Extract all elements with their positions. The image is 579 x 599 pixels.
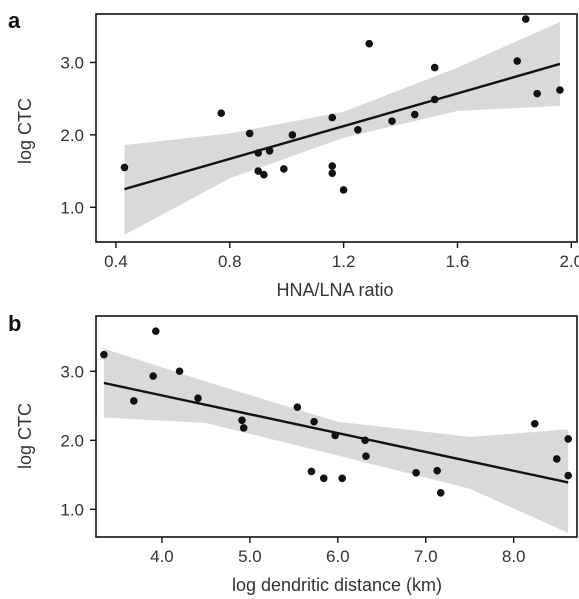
- panel-b-data-point: [307, 467, 316, 476]
- panel-a-data-point: [328, 113, 337, 122]
- panel-a-data-point: [410, 110, 419, 119]
- panel-a: a log CTC HNA/LNA ratio 0.4 0.8 1.2 1.6 2.0 1…: [8, 8, 579, 300]
- panel-a-x-tick-label: 2.0: [559, 252, 579, 271]
- panel-b-data-point: [564, 471, 573, 480]
- panel-b-data-point: [412, 468, 420, 477]
- panel-b-data-point: [331, 431, 339, 440]
- panel-a-data-point: [354, 126, 362, 134]
- panel-b-data-point: [175, 367, 184, 376]
- panel-a-x-tick-label: 0.4: [104, 252, 128, 271]
- panel-b-y-tick-label: 3.0: [60, 362, 84, 381]
- panel-a-y-tick-label: 3.0: [60, 53, 84, 72]
- panel-a-data-point: [265, 147, 274, 155]
- panel-b: b log CTC log dendritic distance (km) 4.…: [8, 311, 578, 595]
- panel-a-data-point: [388, 117, 396, 125]
- panel-a-data-point: [245, 129, 254, 138]
- panel-b-data-point: [238, 416, 246, 425]
- panel-b-data-point: [310, 417, 318, 426]
- panel-a-data-point: [280, 165, 288, 173]
- panel-a-data-point: [217, 109, 226, 117]
- panel-b-y-tick-label: 1.0: [60, 500, 84, 519]
- panel-b-data-point: [564, 435, 573, 443]
- panel-a-data-point: [365, 39, 374, 48]
- panel-b-data-point: [338, 474, 347, 483]
- panel-b-x-tick-label: 8.0: [502, 547, 526, 566]
- panel-a-data-point: [328, 169, 337, 178]
- panel-b-data-point: [552, 455, 561, 463]
- panel-b-data-point: [293, 403, 302, 411]
- panel-a-data-point: [254, 167, 263, 175]
- panel-b-data-point: [130, 397, 138, 405]
- panel-a-regression-line: [124, 62, 561, 191]
- panel-a-data-point: [120, 163, 129, 172]
- panel-b-letter: b: [8, 311, 21, 336]
- panel-b-confidence-band: [103, 348, 569, 533]
- panel-a-confidence-band: [124, 22, 560, 235]
- panel-a-data-point: [339, 186, 348, 194]
- panel-b-x-tick-label: 4.0: [150, 547, 174, 566]
- panel-a-data-point: [521, 15, 530, 23]
- panel-a-data-point: [430, 95, 439, 104]
- panel-b-x-tick-label: 7.0: [414, 547, 438, 566]
- panel-b-x-tick-label: 5.0: [238, 547, 262, 566]
- panel-b-y-axis-title: log CTC: [15, 403, 35, 469]
- panel-b-data-point: [361, 436, 369, 445]
- panel-b-data-point: [362, 452, 370, 460]
- panel-a-x-tick-label: 0.8: [218, 252, 242, 271]
- panel-a-data-point: [513, 57, 522, 65]
- panel-b-data-point: [194, 394, 202, 402]
- panel-b-data-point: [530, 419, 539, 428]
- panel-b-data-point: [433, 466, 441, 475]
- panel-a-data-point: [556, 86, 564, 94]
- panel-b-x-axis-title: log dendritic distance (km): [232, 575, 442, 595]
- panel-a-x-tick-label: 1.2: [332, 252, 356, 271]
- panel-a-y-axis-title: log CTC: [15, 98, 35, 164]
- panel-a-y-tick-label: 1.0: [60, 198, 84, 217]
- panel-a-data-point: [533, 89, 541, 98]
- panel-a-data-point: [430, 63, 439, 72]
- panel-a-data-point: [260, 170, 268, 179]
- panel-b-x-tick-label: 6.0: [326, 547, 350, 566]
- panel-b-data-point: [149, 372, 157, 380]
- panel-a-y-tick-label: 2.0: [60, 126, 84, 145]
- panel-a-data-point: [288, 131, 297, 139]
- panel-b-data-point: [319, 474, 328, 483]
- panel-a-data-point: [254, 149, 263, 157]
- panel-b-data-point: [100, 350, 108, 359]
- panel-a-letter: a: [8, 8, 21, 33]
- panel-b-data-point: [239, 424, 248, 432]
- panel-a-data-point: [328, 162, 337, 170]
- panel-b-data-point: [151, 327, 160, 335]
- panel-b-data-point: [436, 489, 445, 497]
- panel-a-x-tick-label: 1.6: [446, 252, 470, 271]
- panel-b-y-tick-label: 2.0: [60, 431, 84, 450]
- panel-a-x-axis-title: HNA/LNA ratio: [276, 280, 393, 300]
